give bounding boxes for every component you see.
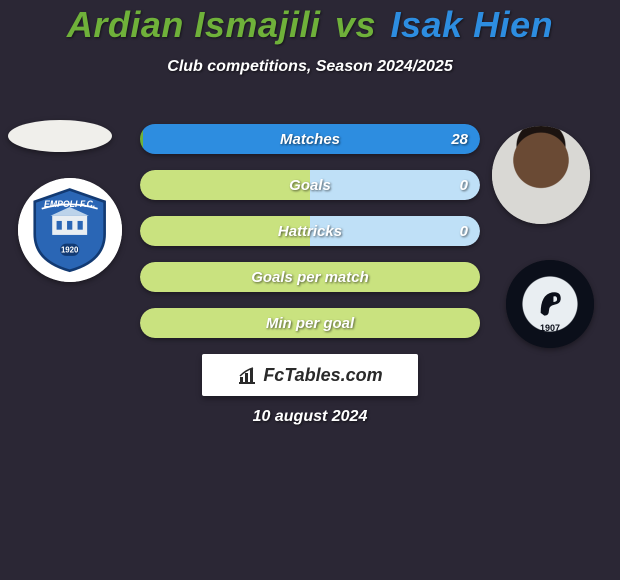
source-brand-text: FcTables.com	[263, 365, 382, 386]
stat-label: Goals per match	[140, 262, 480, 292]
stat-row: Hattricks0	[140, 216, 480, 246]
vs-separator: vs	[331, 4, 380, 45]
stat-row: Matches28	[140, 124, 480, 154]
player2-club-badge: 1907	[506, 260, 594, 348]
player2-avatar	[492, 126, 590, 224]
stats-panel: Matches28Goals0Hattricks0Goals per match…	[140, 124, 480, 354]
svg-text:1920: 1920	[61, 246, 79, 255]
player2-face-icon	[492, 126, 590, 224]
player1-name: Ardian Ismajili	[67, 4, 321, 45]
stat-label: Goals	[140, 170, 480, 200]
stat-label: Matches	[140, 124, 480, 154]
stat-row: Goals per match	[140, 262, 480, 292]
comparison-subtitle: Club competitions, Season 2024/2025	[0, 58, 620, 76]
stat-row: Goals0	[140, 170, 480, 200]
comparison-title: Ardian Ismajili vs Isak Hien	[0, 0, 620, 46]
player1-club-badge: EMPOLI F.C. 1920	[18, 178, 122, 282]
bar-chart-icon	[237, 365, 257, 385]
source-badge: FcTables.com	[202, 354, 418, 396]
stat-value-right: 28	[451, 124, 468, 154]
snapshot-date: 10 august 2024	[0, 408, 620, 426]
stat-label: Hattricks	[140, 216, 480, 246]
empoli-badge-icon: EMPOLI F.C. 1920	[18, 178, 122, 282]
stat-label: Min per goal	[140, 308, 480, 338]
player1-avatar	[8, 120, 112, 152]
stat-row: Min per goal	[140, 308, 480, 338]
atalanta-badge-icon: 1907	[506, 260, 594, 348]
stat-value-right: 0	[460, 170, 468, 200]
stat-value-right: 0	[460, 216, 468, 246]
player2-name: Isak Hien	[391, 4, 554, 45]
